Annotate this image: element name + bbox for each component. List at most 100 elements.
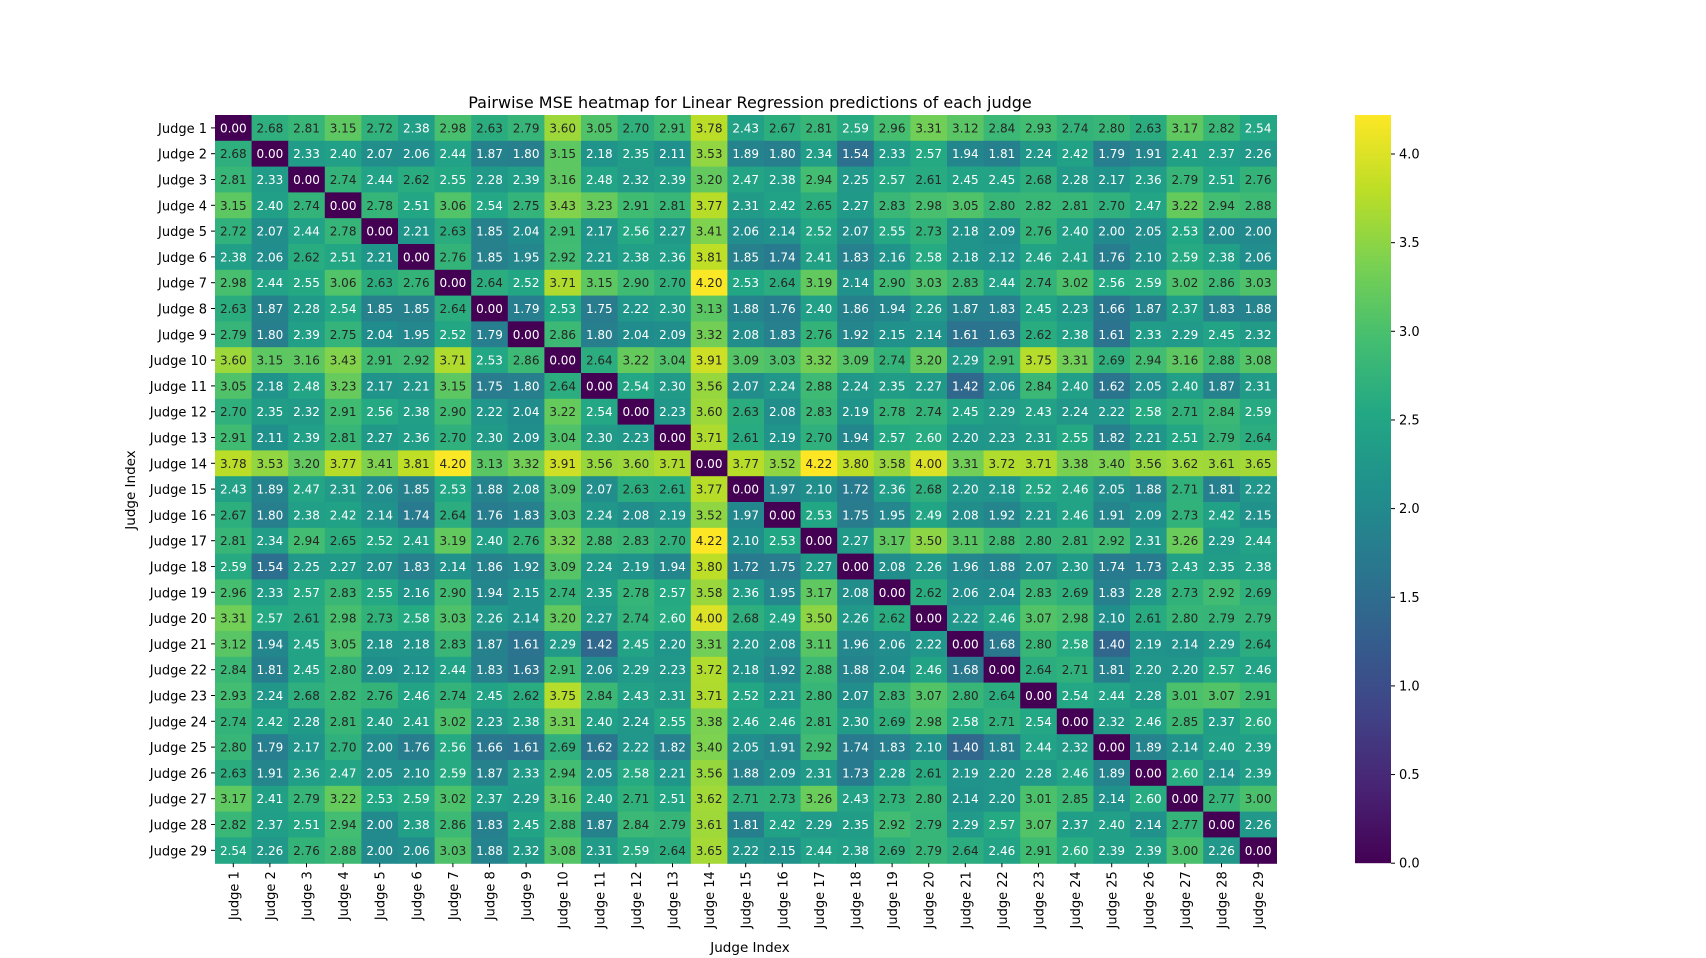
cell-value-label: 2.20 — [1172, 663, 1199, 677]
heatmap-cell — [324, 785, 362, 813]
heatmap-cell — [288, 605, 326, 632]
cell-value-label: 1.81 — [989, 147, 1016, 161]
cell-value-label: 2.64 — [769, 276, 796, 290]
y-tick-label: Judge 18 — [149, 561, 207, 576]
heatmap-cell — [434, 192, 472, 219]
cell-value-label: 0.00 — [989, 663, 1016, 677]
heatmap-cell — [471, 192, 509, 219]
heatmap-cell — [727, 321, 765, 348]
heatmap-cell — [544, 579, 582, 606]
cell-value-label: 0.00 — [366, 225, 393, 239]
cell-value-label: 2.68 — [732, 612, 759, 626]
cell-value-label: 3.07 — [915, 689, 942, 703]
heatmap-cell — [617, 295, 655, 322]
heatmap-cell — [581, 708, 619, 735]
heatmap-cell — [288, 811, 326, 838]
cell-value-label: 3.52 — [769, 457, 796, 471]
cell-value-label: 2.35 — [257, 405, 284, 419]
heatmap-cell — [1020, 760, 1058, 787]
heatmap-cell — [837, 631, 875, 658]
cell-value-label: 2.37 — [1172, 302, 1199, 316]
cell-value-label: 2.29 — [989, 405, 1016, 419]
heatmap-cell — [873, 321, 911, 348]
heatmap-cell — [617, 166, 655, 193]
heatmap-cell — [800, 579, 838, 606]
cell-value-label: 2.73 — [915, 225, 942, 239]
cell-value-label: 2.30 — [842, 715, 869, 729]
heatmap-cell — [1056, 682, 1094, 709]
heatmap-cell — [800, 785, 838, 813]
heatmap-cell — [1130, 192, 1168, 219]
heatmap-cell — [983, 347, 1021, 374]
cell-value-label: 3.77 — [330, 457, 357, 471]
cell-value-label: 4.22 — [696, 534, 723, 548]
heatmap-cell — [1093, 785, 1131, 813]
heatmap-cell — [581, 269, 619, 297]
heatmap-cell — [581, 140, 619, 168]
heatmap-cell — [1056, 321, 1094, 348]
cell-value-label: 2.63 — [220, 766, 247, 780]
cell-value-label: 2.51 — [330, 250, 357, 264]
cell-value-label: 0.00 — [1025, 689, 1052, 703]
heatmap-cell — [654, 682, 692, 709]
cell-value-label: 3.71 — [659, 457, 686, 471]
cell-value-label: 2.72 — [220, 225, 247, 239]
heatmap-cell — [398, 244, 436, 271]
heatmap-cell — [471, 166, 509, 193]
heatmap-cell — [764, 811, 802, 838]
cell-value-label: 4.00 — [915, 457, 942, 471]
cell-value-label: 2.76 — [293, 844, 320, 858]
cell-value-label: 2.45 — [1025, 302, 1052, 316]
heatmap-cell — [544, 424, 582, 451]
y-tick-label: Judge 13 — [149, 432, 207, 447]
heatmap-cell — [1056, 347, 1094, 374]
heatmap-cell — [617, 424, 655, 451]
heatmap-cell — [1239, 295, 1277, 322]
heatmap-cell — [471, 682, 509, 709]
cell-value-label: 2.62 — [403, 173, 430, 187]
cell-value-label: 1.88 — [842, 663, 869, 677]
cell-value-label: 2.57 — [293, 586, 320, 600]
cell-value-label: 2.53 — [440, 483, 467, 497]
heatmap-cell — [251, 244, 289, 271]
cell-value-label: 2.44 — [1025, 741, 1052, 755]
heatmap-cell — [215, 166, 253, 193]
cell-value-label: 3.08 — [549, 844, 576, 858]
cell-value-label: 2.94 — [806, 173, 833, 187]
colorbar-tick-label: 1.0 — [1399, 679, 1420, 694]
heatmap-cell — [1166, 837, 1204, 864]
heatmap-cell — [1056, 269, 1094, 297]
heatmap-cell — [507, 785, 545, 813]
heatmap-cell — [1093, 502, 1131, 529]
heatmap-cell — [1239, 373, 1277, 400]
heatmap-cell — [507, 166, 545, 193]
cell-value-label: 3.04 — [659, 354, 686, 368]
cell-value-label: 1.80 — [586, 328, 613, 342]
heatmap-cell — [1239, 269, 1277, 297]
cell-value-label: 3.23 — [330, 379, 357, 393]
heatmap-cell — [1056, 295, 1094, 322]
heatmap-cell — [398, 295, 436, 322]
cell-value-label: 2.20 — [989, 792, 1016, 806]
heatmap-cell — [873, 140, 911, 168]
heatmap-cell — [1166, 553, 1204, 580]
cell-value-label: 3.81 — [696, 250, 723, 264]
heatmap-cell — [873, 527, 911, 555]
heatmap-cell — [507, 708, 545, 735]
cell-value-label: 2.15 — [1245, 508, 1272, 522]
heatmap-cell — [983, 295, 1021, 322]
heatmap-cell — [690, 708, 728, 735]
heatmap-cell — [1056, 476, 1094, 503]
cell-value-label: 2.27 — [586, 612, 613, 626]
heatmap-cell — [1239, 708, 1277, 735]
heatmap-cell — [910, 682, 948, 709]
heatmap-cell — [690, 734, 728, 761]
heatmap-cell — [983, 321, 1021, 348]
heatmap-cell — [690, 785, 728, 813]
heatmap-cell — [727, 476, 765, 503]
cell-value-label: 1.80 — [257, 328, 284, 342]
cell-value-label: 2.10 — [732, 534, 759, 548]
cell-value-label: 2.57 — [879, 431, 906, 445]
heatmap-cell — [1166, 295, 1204, 322]
cell-value-label: 3.00 — [1245, 792, 1272, 806]
